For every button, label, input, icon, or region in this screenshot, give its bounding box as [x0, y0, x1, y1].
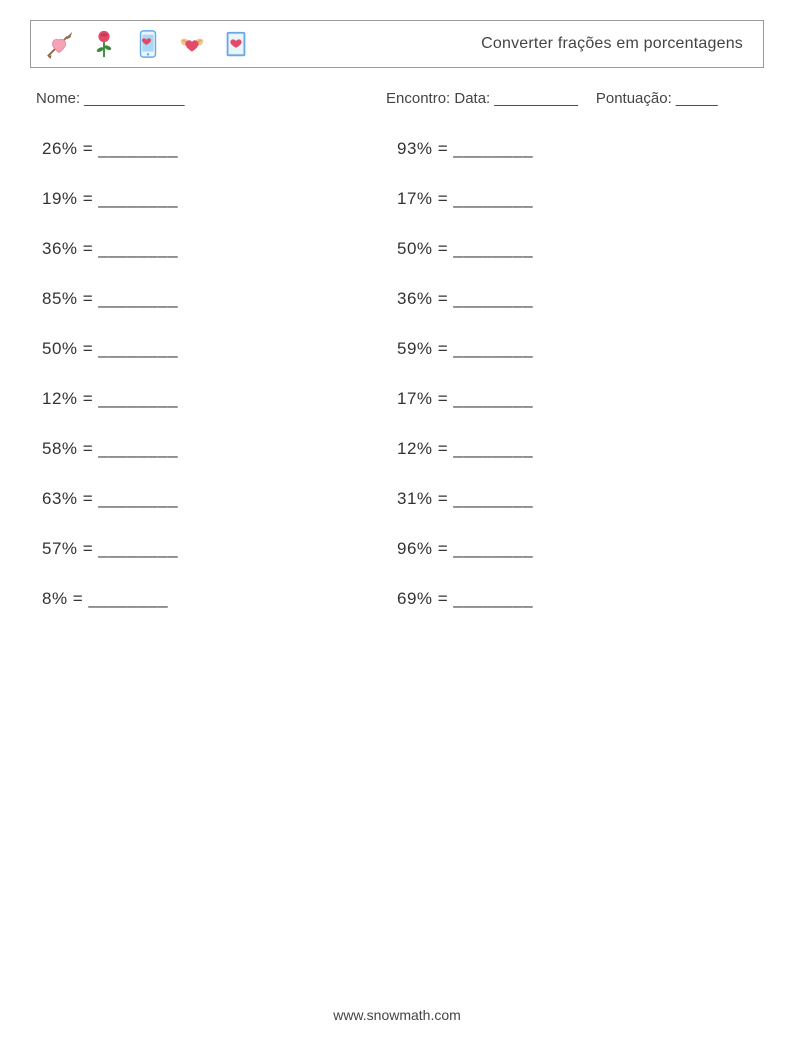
problem-item: 8% = ________ [42, 589, 397, 609]
problem-item: 50% = ________ [42, 339, 397, 359]
problem-item: 63% = ________ [42, 489, 397, 509]
name-label: Nome: [36, 90, 80, 107]
score-blank: _____ [676, 90, 718, 107]
encontro-field: Encontro: Data: __________ [386, 90, 578, 107]
problem-item: 12% = ________ [397, 439, 752, 459]
problem-item: 69% = ________ [397, 589, 752, 609]
encontro-blank: __________ [494, 90, 577, 107]
rose-icon [89, 29, 119, 59]
problem-item: 17% = ________ [397, 389, 752, 409]
problems-grid: 26% = ________93% = ________ 19% = ______… [30, 139, 764, 609]
problem-item: 58% = ________ [42, 439, 397, 459]
problem-item: 50% = ________ [397, 239, 752, 259]
meta-row: Nome: ____________ Encontro: Data: _____… [30, 90, 764, 107]
problem-item: 93% = ________ [397, 139, 752, 159]
problem-item: 36% = ________ [397, 289, 752, 309]
encontro-label: Encontro: Data: [386, 90, 490, 107]
problem-item: 31% = ________ [397, 489, 752, 509]
problem-item: 26% = ________ [42, 139, 397, 159]
footer-url: www.snowmath.com [0, 1007, 794, 1023]
worksheet-title: Converter frações em porcentagens [481, 35, 749, 53]
problem-item: 12% = ________ [42, 389, 397, 409]
book-heart-icon [221, 29, 251, 59]
score-field: Pontuação: _____ [596, 90, 718, 107]
phone-heart-icon [133, 29, 163, 59]
wings-heart-icon [177, 29, 207, 59]
problem-item: 59% = ________ [397, 339, 752, 359]
name-blank: ____________ [84, 90, 184, 107]
problem-item: 85% = ________ [42, 289, 397, 309]
icon-strip [45, 29, 251, 59]
problem-item: 17% = ________ [397, 189, 752, 209]
name-field: Nome: ____________ [36, 90, 386, 107]
score-label: Pontuação: [596, 90, 672, 107]
header-bar: Converter frações em porcentagens [30, 20, 764, 68]
problem-item: 96% = ________ [397, 539, 752, 559]
problem-item: 19% = ________ [42, 189, 397, 209]
arrow-heart-icon [45, 29, 75, 59]
problem-item: 36% = ________ [42, 239, 397, 259]
problem-item: 57% = ________ [42, 539, 397, 559]
worksheet-page: Converter frações em porcentagens Nome: … [0, 0, 794, 1053]
